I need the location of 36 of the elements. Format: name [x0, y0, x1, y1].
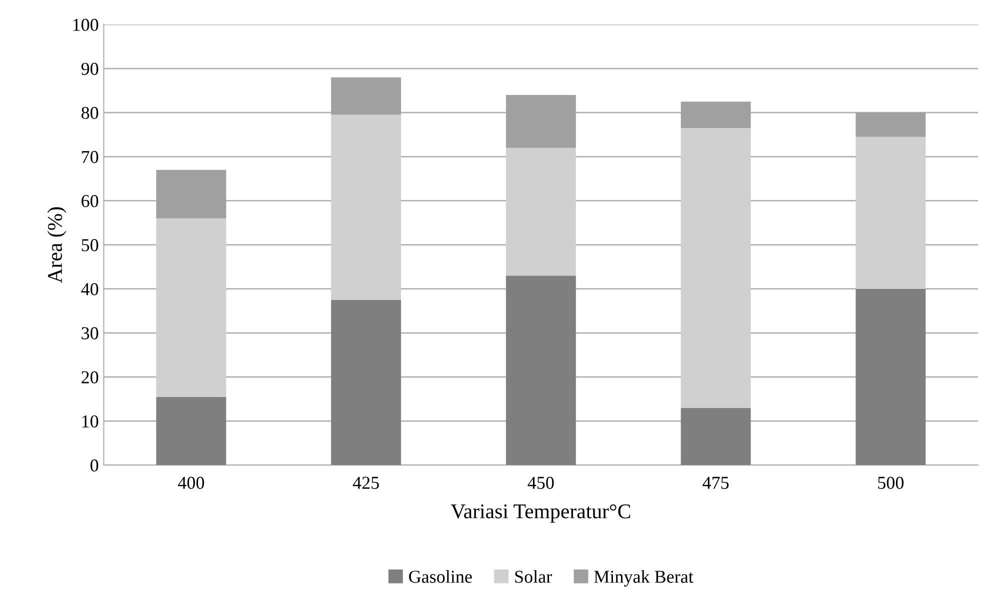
x-tick-label: 500 — [878, 476, 904, 489]
bar — [856, 112, 926, 137]
bar — [331, 300, 402, 466]
y-tick-label: 60 — [82, 194, 98, 208]
y-tick-label: 40 — [81, 283, 98, 296]
bar — [856, 136, 926, 289]
legend-label: Gasoline — [409, 570, 472, 583]
legend-label: Solar — [515, 570, 552, 583]
y-tick-label: 80 — [82, 106, 98, 120]
bar — [680, 408, 751, 466]
bar — [331, 114, 402, 300]
y-tick-label: 0 — [90, 459, 98, 472]
bar — [506, 94, 576, 148]
y-tick-label: 30 — [82, 327, 98, 340]
bar — [156, 218, 226, 397]
x-tick-label: 475 — [702, 476, 729, 489]
bar — [680, 102, 751, 128]
y-tick-label: 70 — [82, 150, 98, 164]
y-tick-label: 50 — [82, 239, 98, 252]
legend-label: Minyak Berat — [594, 570, 694, 587]
y-tick-label: 10 — [82, 415, 98, 428]
bar — [331, 77, 402, 115]
y-tick-label: 90 — [81, 62, 98, 75]
bar — [506, 148, 576, 276]
bar — [680, 128, 751, 408]
y-tick-label: 100 — [73, 18, 98, 31]
bar — [156, 170, 226, 218]
y-tick-label: 20 — [82, 371, 98, 384]
bar — [506, 276, 576, 466]
x-axis-title: Variasi Temperatur°C — [450, 504, 630, 523]
y-axis-title: Area (%) — [47, 207, 66, 284]
bar — [156, 396, 226, 466]
x-tick-label: 450 — [528, 476, 554, 489]
x-tick-label: 400 — [178, 476, 204, 489]
bar — [856, 288, 926, 466]
x-tick-label: 425 — [352, 476, 379, 489]
